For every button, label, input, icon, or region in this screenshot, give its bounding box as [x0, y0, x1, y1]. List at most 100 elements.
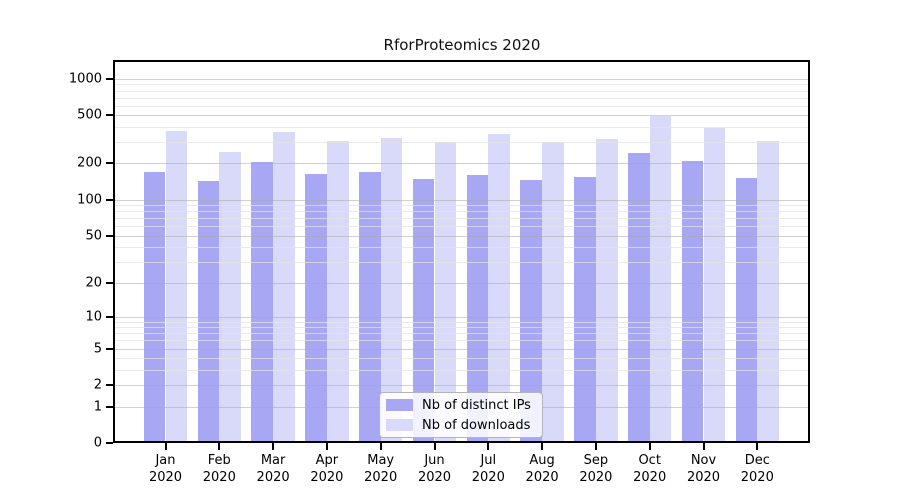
y-tick-label: 10	[85, 309, 102, 325]
x-tick-year: 2020	[471, 470, 505, 485]
x-tick-label: May 2020	[351, 452, 411, 486]
x-axis-tick	[594, 443, 597, 450]
y-axis-tick	[106, 442, 113, 444]
y-tick-label: 5	[93, 341, 102, 356]
y-tick-label: 1000	[68, 71, 102, 87]
x-tick-label: Aug 2020	[512, 452, 572, 486]
y-tick-label: 0	[93, 435, 102, 451]
x-tick-year: 2020	[310, 470, 344, 485]
x-axis-tick	[218, 443, 221, 450]
bar-distinct-ips-mar	[251, 161, 274, 443]
bar-downloads-apr	[326, 140, 349, 443]
x-tick-label: Apr 2020	[297, 452, 357, 486]
bar-downloads-jan	[165, 131, 188, 443]
x-tick-year: 2020	[256, 470, 290, 485]
x-tick-year: 2020	[579, 470, 613, 485]
y-axis-tick	[106, 315, 113, 318]
bar-distinct-ips-jan	[143, 171, 166, 443]
x-axis-tick	[164, 443, 167, 450]
bar-downloads-jul	[488, 133, 511, 443]
x-axis-tick	[756, 443, 759, 450]
chart-title: RforProteomics 2020	[383, 36, 541, 54]
bar-downloads-feb	[219, 151, 242, 443]
bar-distinct-ips-jul	[466, 174, 489, 443]
gridline-minor	[113, 127, 810, 128]
x-tick-label: Sep 2020	[566, 452, 626, 486]
gridline-major	[113, 282, 810, 284]
x-tick-label: Mar 2020	[243, 452, 303, 486]
x-tick-label: Nov 2020	[674, 452, 734, 486]
bar-distinct-ips-jun	[412, 178, 435, 443]
x-tick-year: 2020	[686, 470, 721, 485]
x-axis-tick	[702, 443, 705, 450]
x-tick-year: 2020	[740, 470, 774, 485]
bar-downloads-oct	[649, 116, 672, 443]
y-tick-label: 100	[77, 192, 102, 208]
x-axis-tick	[379, 443, 382, 450]
x-axis-tick	[433, 443, 436, 450]
gridline-major	[113, 235, 810, 237]
bar-downloads-dec	[757, 140, 780, 443]
gridline-minor	[113, 218, 810, 220]
x-tick-year: 2020	[525, 470, 559, 485]
legend-item-distinct-ips: Nb of distinct IPs	[386, 397, 536, 413]
y-axis-tick	[106, 384, 113, 387]
bar-downloads-aug	[542, 142, 564, 443]
bar-distinct-ips-apr	[305, 174, 327, 443]
x-axis-tick	[648, 443, 651, 450]
gridline-minor	[113, 90, 810, 92]
bar-downloads-sep	[595, 139, 618, 443]
gridline-minor	[113, 205, 810, 207]
gridline-minor	[113, 333, 810, 335]
gridline-major	[113, 316, 810, 318]
bar-downloads-mar	[273, 131, 295, 443]
x-tick-label: Feb 2020	[189, 452, 249, 486]
gridline-major	[113, 78, 810, 80]
y-axis-tick	[106, 405, 113, 408]
x-tick-year: 2020	[633, 470, 667, 485]
bar-distinct-ips-may	[358, 171, 381, 443]
y-axis-tick	[106, 281, 113, 284]
gridline-minor	[113, 327, 810, 329]
bar-distinct-ips-aug	[520, 179, 543, 443]
gridline-minor	[113, 84, 810, 86]
y-axis-tick	[106, 77, 113, 80]
gridline-minor	[113, 105, 810, 107]
bar-distinct-ips-dec	[735, 177, 758, 443]
bar-downloads-may	[380, 137, 403, 443]
y-axis-tick	[106, 162, 113, 165]
gridline-minor	[113, 321, 810, 323]
gridline-major	[113, 163, 810, 165]
x-axis-tick	[272, 443, 275, 450]
y-tick-label: 2	[93, 377, 102, 393]
gridline-major	[113, 199, 810, 201]
gridline-major	[113, 348, 810, 350]
gridline-minor	[113, 340, 810, 342]
legend: Nb of distinct IPs Nb of downloads	[379, 392, 543, 438]
y-axis-tick	[106, 234, 113, 237]
gridline-minor	[113, 142, 810, 144]
x-tick-year: 2020	[202, 470, 236, 485]
y-axis-tick	[106, 198, 113, 201]
bar-distinct-ips-sep	[574, 177, 596, 443]
gridline-minor	[113, 261, 810, 263]
x-tick-year: 2020	[364, 470, 398, 485]
bar-downloads-jun	[434, 142, 457, 443]
x-tick-label: Dec 2020	[727, 452, 787, 486]
bar-distinct-ips-feb	[197, 180, 220, 443]
y-axis-tick	[106, 114, 113, 117]
gridline-minor	[113, 97, 810, 99]
x-axis-tick	[487, 443, 490, 450]
y-tick-label: 50	[85, 228, 102, 244]
gridline-minor	[113, 358, 810, 360]
gridline-minor	[113, 369, 810, 371]
y-axis-tick	[106, 347, 113, 350]
x-tick-year: 2020	[417, 470, 452, 485]
legend-label-downloads: Nb of downloads	[422, 417, 531, 433]
x-axis-tick	[541, 443, 544, 450]
gridline-major	[113, 115, 810, 117]
bar-distinct-ips-oct	[627, 153, 650, 443]
x-tick-year: 2020	[148, 470, 183, 485]
y-tick-label: 1	[93, 399, 102, 414]
